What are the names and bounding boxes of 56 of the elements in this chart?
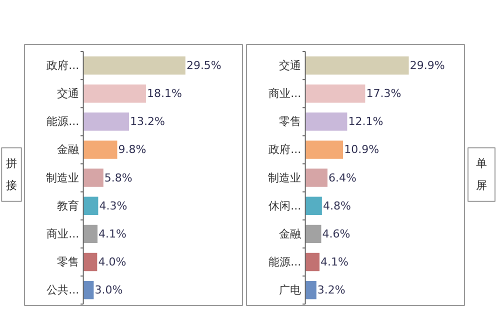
y-tick-label: 交通	[279, 59, 302, 72]
data-label: 4.1%	[98, 227, 127, 240]
bar	[83, 252, 98, 272]
bar	[83, 112, 129, 131]
y-tick-label: 制造业	[268, 171, 302, 184]
data-label: 5.8%	[104, 171, 132, 184]
y-tick-label: 商业...	[46, 227, 80, 240]
y-tick-label: 金融	[279, 227, 302, 240]
bar	[305, 84, 366, 103]
y-tick-label: 教育	[57, 199, 80, 212]
bar	[83, 84, 146, 103]
y-tick-label: 广电	[279, 284, 302, 297]
bar	[305, 56, 409, 75]
bar	[305, 112, 348, 131]
y-tick-label: 政府...	[46, 59, 80, 72]
data-label: 29.5%	[186, 59, 222, 72]
y-tick-label: 政府...	[268, 143, 302, 156]
data-label: 4.0%	[98, 256, 126, 268]
bar	[305, 224, 322, 244]
data-label: 6.4%	[328, 171, 356, 184]
y-tick-label: 零售	[279, 115, 302, 128]
data-label: 4.6%	[322, 227, 350, 240]
bar	[305, 280, 316, 300]
bar	[83, 196, 98, 215]
y-tick-label: 制造业	[46, 171, 80, 184]
y-tick-label: 金融	[57, 143, 80, 156]
y-tick-label: 能源...	[46, 115, 80, 128]
data-label: 29.9%	[410, 59, 445, 72]
y-tick-label: 交通	[57, 87, 80, 100]
y-axis-title: 单屏	[476, 157, 487, 192]
bar	[305, 196, 322, 215]
data-label: 4.8%	[322, 199, 351, 212]
data-label: 13.2%	[130, 115, 165, 128]
data-label: 18.1%	[146, 87, 182, 100]
bar	[305, 252, 320, 272]
y-tick-label: 休闲...	[268, 199, 302, 212]
bar	[305, 168, 328, 187]
bar	[83, 168, 104, 187]
bar	[83, 56, 186, 75]
data-label: 17.3%	[366, 87, 402, 100]
y-tick-label: 商业...	[268, 87, 302, 100]
bar	[83, 224, 98, 244]
bar	[83, 140, 118, 159]
data-label: 3.2%	[317, 284, 346, 297]
y-tick-label: 零售	[57, 256, 80, 268]
data-label: 4.3%	[99, 199, 128, 212]
y-axis-title: 拼接	[6, 157, 17, 192]
data-label: 10.9%	[344, 143, 380, 156]
data-label: 4.1%	[320, 256, 349, 268]
bar	[83, 280, 94, 300]
data-label: 3.0%	[94, 284, 123, 297]
y-tick-label: 能源...	[268, 256, 302, 268]
data-label: 12.1%	[348, 115, 384, 128]
y-tick-label: 公共...	[46, 284, 80, 297]
data-label: 9.8%	[118, 143, 146, 156]
bar	[305, 140, 344, 159]
